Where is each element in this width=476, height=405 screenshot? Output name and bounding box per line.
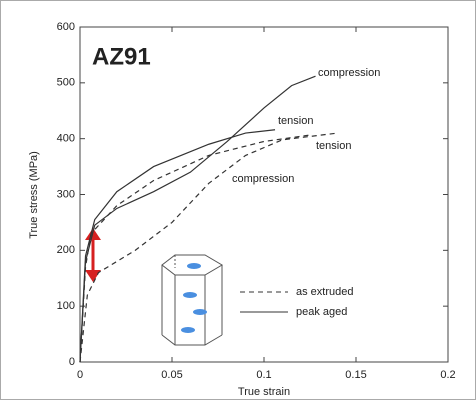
y-tick-label: 500	[57, 77, 75, 89]
chart-title: AZ91	[92, 43, 151, 70]
line	[79, 132, 338, 363]
x-axis-label: True strain	[238, 386, 290, 398]
hcp-icon	[161, 254, 223, 346]
y-tick-label: 0	[69, 356, 75, 368]
x-tick-label: 0	[77, 369, 83, 381]
line	[79, 134, 312, 363]
legend-label: as extruded	[296, 286, 353, 298]
x-tick-label: 0.1	[256, 369, 271, 381]
y-tick-label: 200	[57, 244, 75, 256]
y-tick-label: 400	[57, 133, 75, 145]
y-tick-label: 100	[57, 300, 75, 312]
line	[79, 129, 276, 363]
x-tick-label: 0.2	[440, 369, 455, 381]
x-tick-label: 0.05	[161, 369, 182, 381]
y-axis-label: True stress (MPa)	[28, 151, 40, 239]
legend-label: peak aged	[296, 306, 347, 318]
annotation: compression	[232, 173, 294, 185]
x-tick-label: 0.15	[345, 369, 366, 381]
annotation: compression	[318, 67, 380, 79]
annotation: tension	[316, 140, 351, 152]
annotation: tension	[278, 115, 313, 127]
line	[79, 75, 316, 363]
y-tick-label: 300	[57, 188, 75, 200]
y-tick-label: 600	[57, 21, 75, 33]
